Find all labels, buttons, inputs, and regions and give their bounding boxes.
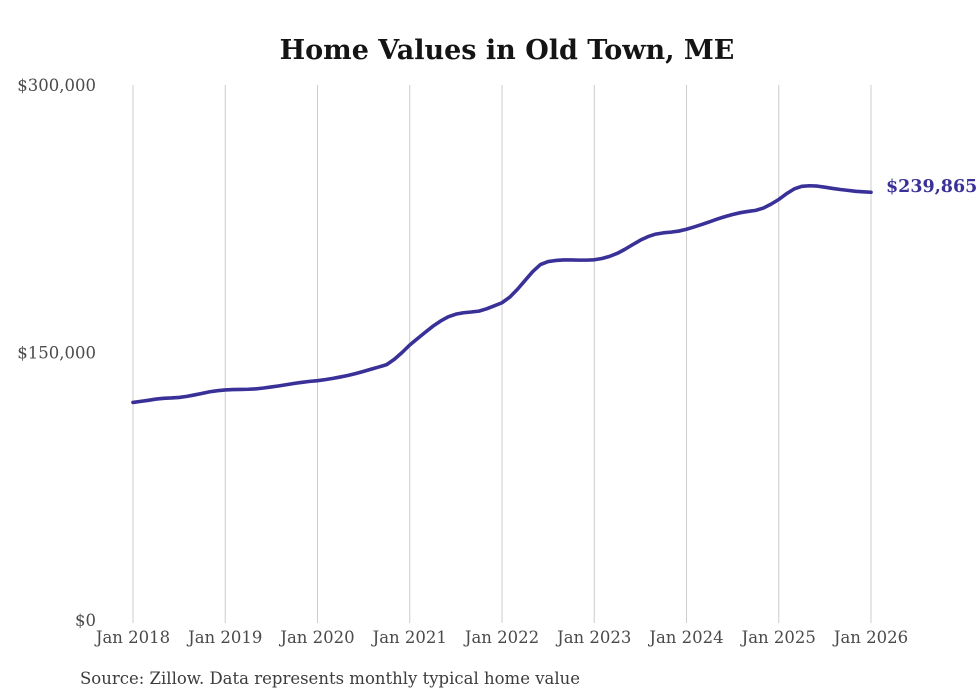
x-tick-label: Jan 2020 [278, 628, 354, 647]
latest-value-label: $239,865 [886, 177, 977, 197]
x-tick-label: Jan 2022 [463, 628, 539, 647]
gridlines [132, 85, 872, 623]
y-axis-labels: $0 $150,000 $300,000 [17, 76, 96, 630]
home-value-line [131, 183, 873, 405]
x-tick-label: Jan 2025 [740, 628, 816, 647]
x-tick-label: Jan 2019 [186, 628, 262, 647]
x-axis-labels: Jan 2018 Jan 2019 Jan 2020 Jan 2021 Jan 2022… [94, 628, 908, 647]
y-tick-label: $300,000 [17, 76, 96, 95]
y-tick-label: $0 [75, 611, 96, 630]
x-tick-label: Jan 2024 [647, 628, 723, 647]
source-note: Source: Zillow. Data represents monthly … [80, 669, 580, 688]
x-tick-label: Jan 2021 [371, 628, 447, 647]
x-tick-label: Jan 2018 [94, 628, 170, 647]
y-tick-label: $150,000 [17, 344, 96, 363]
x-tick-label: Jan 2023 [555, 628, 631, 647]
chart-title: Home Values in Old Town, ME [280, 35, 735, 66]
x-tick-label: Jan 2026 [832, 628, 908, 647]
